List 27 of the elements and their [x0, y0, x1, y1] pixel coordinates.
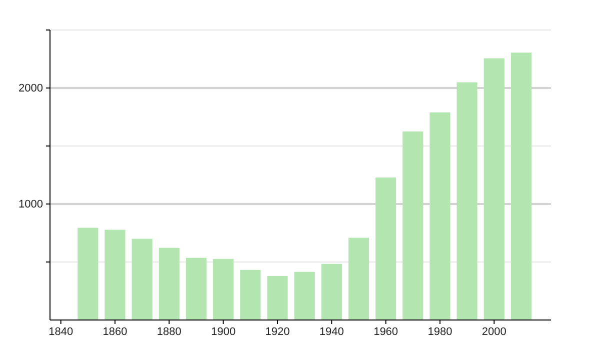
bar	[348, 238, 370, 320]
bar	[376, 178, 396, 320]
x-tick-label: 1840	[48, 326, 74, 338]
x-tick-label: 1860	[102, 326, 128, 338]
bar	[430, 112, 450, 320]
x-tick-label: 1960	[374, 326, 398, 338]
bar	[132, 238, 152, 320]
bar	[510, 52, 532, 320]
bar	[186, 258, 207, 320]
bar	[158, 248, 180, 320]
bar	[78, 228, 98, 320]
bar	[321, 264, 342, 320]
bar	[267, 276, 288, 320]
bar	[240, 270, 261, 320]
bar	[402, 132, 424, 320]
x-tick-label: 1880	[156, 326, 182, 338]
x-tick-label: 1980	[428, 326, 452, 338]
y-tick-label: 1000	[18, 198, 43, 211]
x-tick-label: 1900	[211, 326, 236, 338]
x-tick-label: 2000	[482, 326, 506, 338]
bar	[456, 82, 478, 320]
x-tick-label: 1940	[319, 326, 344, 338]
x-tick-label: 1920	[265, 326, 290, 338]
bar	[104, 230, 126, 320]
bar	[213, 258, 234, 320]
bar	[294, 272, 315, 320]
bar	[484, 58, 504, 320]
